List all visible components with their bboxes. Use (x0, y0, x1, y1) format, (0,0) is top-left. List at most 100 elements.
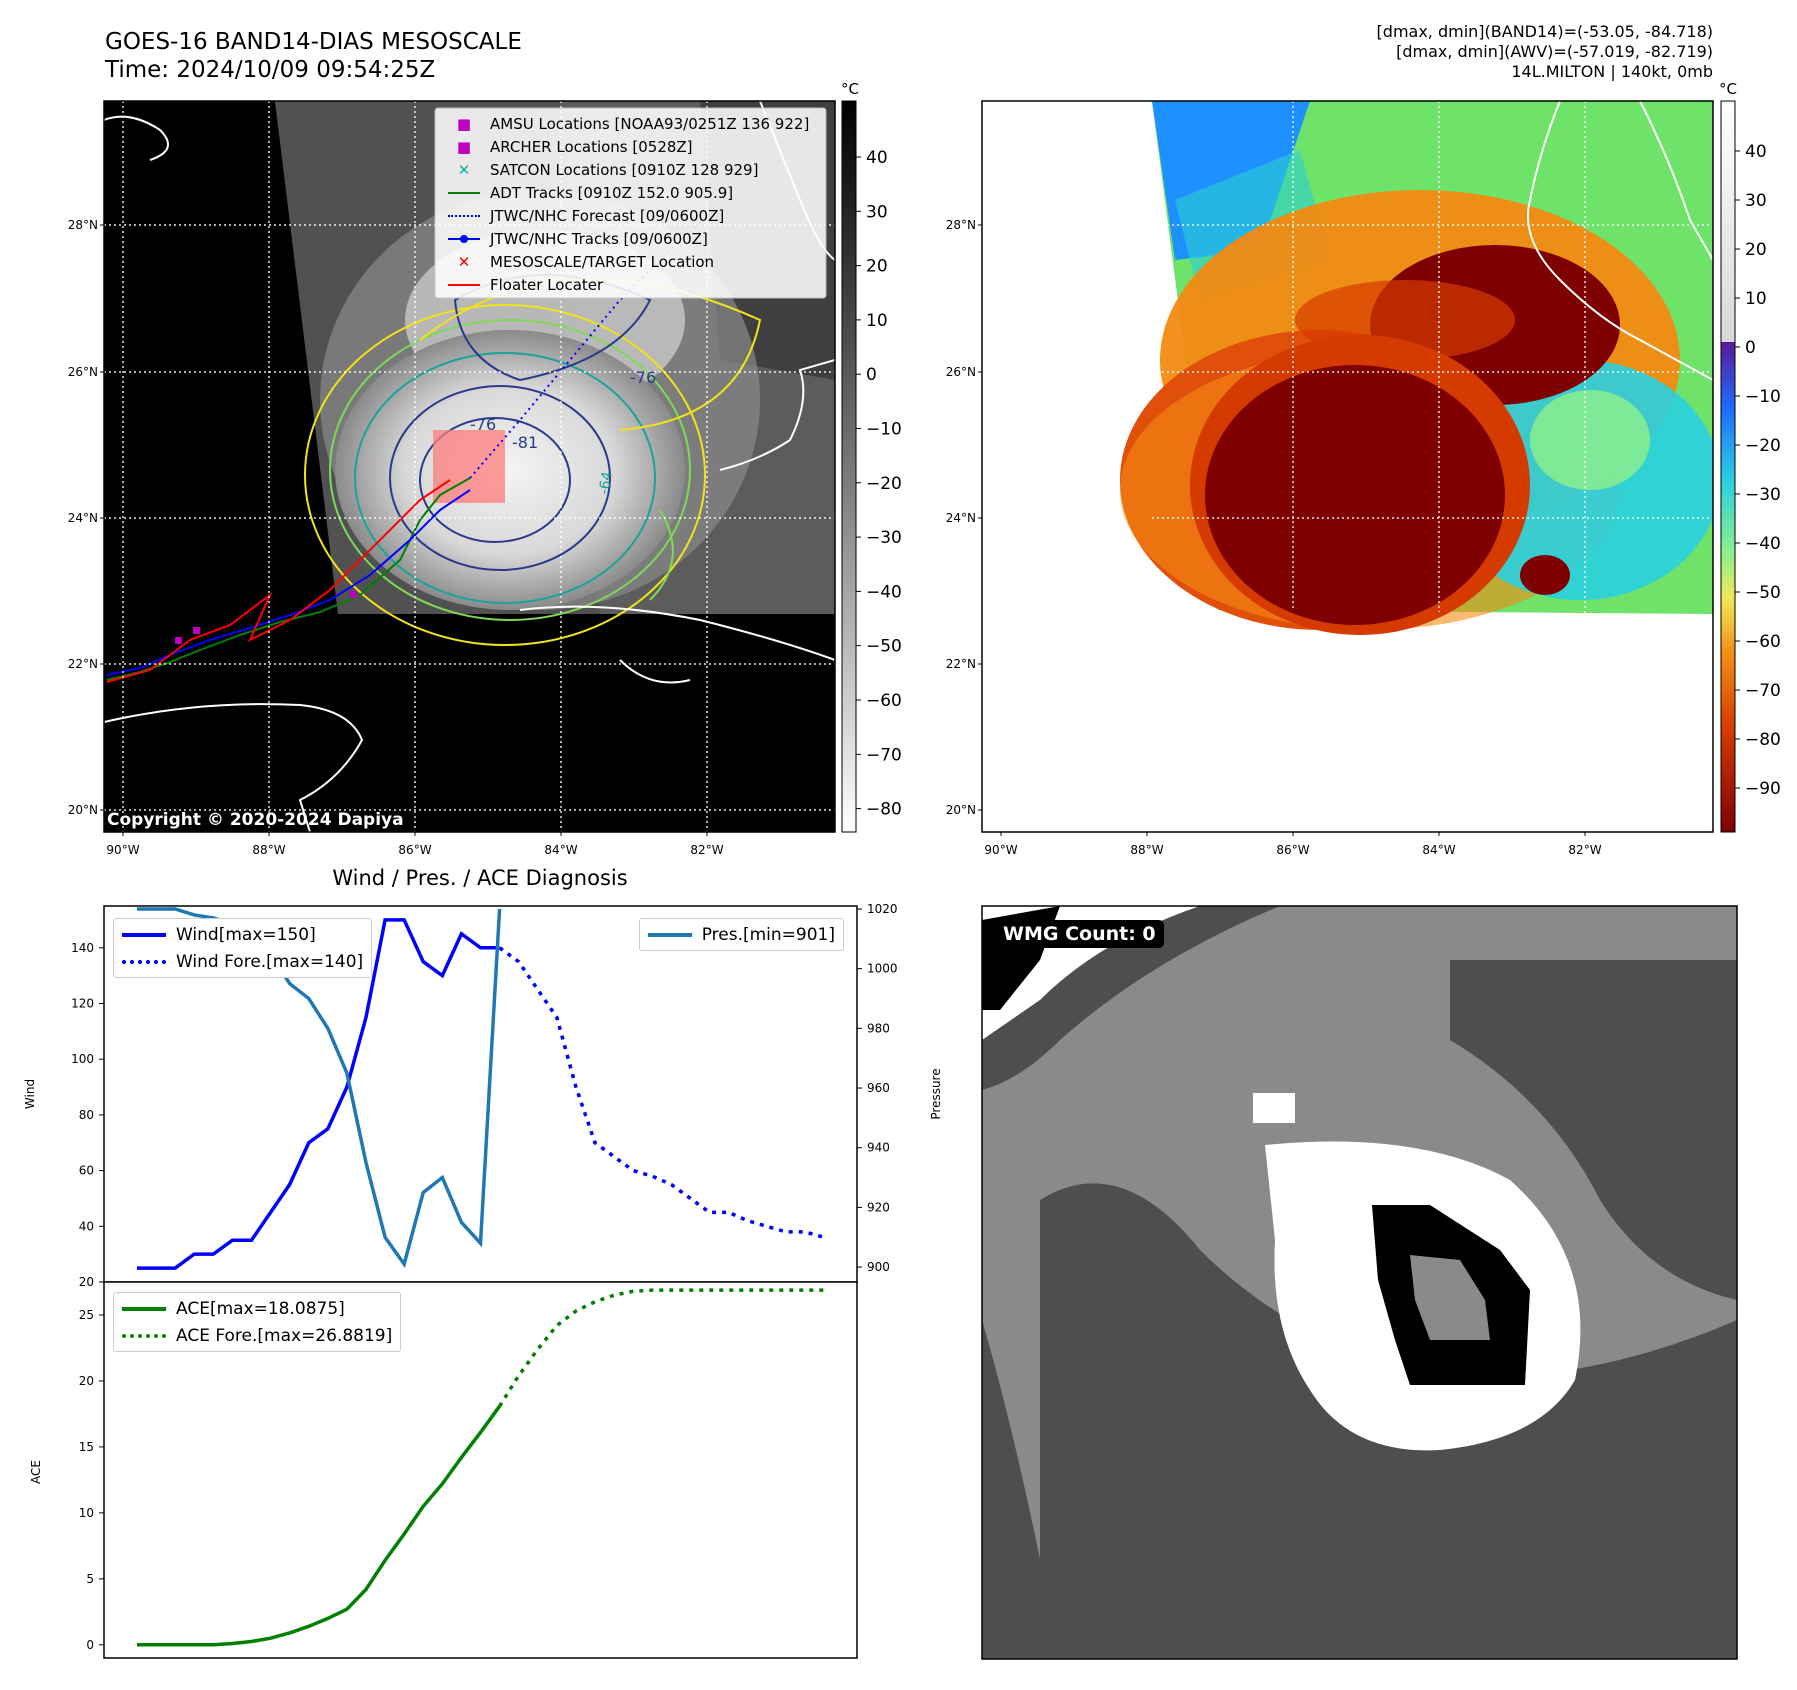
ace-series: 0 5 10 15 20 25 (79, 1288, 824, 1652)
square-marker-icon: ■ (456, 137, 472, 156)
colorbar-tick-label: −70 (1745, 681, 1781, 701)
colorbar-tick-label: −10 (1745, 387, 1781, 407)
legend-label: JTWC/NHC Tracks [09/0600Z] (490, 229, 708, 248)
chart-legend-label: Pres.[min=901] (701, 924, 835, 945)
legend-line-icon (122, 959, 166, 964)
y-tick-label: 100 (71, 1052, 94, 1066)
lat-label: 20°N (68, 803, 98, 817)
contour-label-2: -81 (512, 433, 538, 452)
legend-label: MESOSCALE/TARGET Location (490, 252, 715, 271)
y-tick-label: 120 (71, 996, 94, 1010)
contour-label-1: -76 (470, 415, 496, 434)
series-line (137, 1405, 501, 1647)
lon-label: 82°W (1568, 843, 1601, 857)
y-right-tick-label: 940 (867, 1141, 890, 1155)
legend-label: SATCON Locations [0910Z 128 929] (490, 160, 759, 179)
colorbar-tick-label: −90 (1745, 779, 1781, 799)
pressure-axis-label: Pressure (929, 1068, 943, 1119)
pressure-legend: Pres.[min=901] (638, 918, 844, 951)
lon-label: 90°W (984, 843, 1017, 857)
y-right-tick-label: 920 (867, 1200, 890, 1214)
stats-line-2: [dmax, dmin](AWV)=(-57.019, -82.719) (1396, 42, 1713, 61)
lat-label: 24°N (946, 511, 976, 525)
chart-legend-entry: ACE Fore.[max=26.8819] (122, 1322, 392, 1349)
lon-label: 86°W (398, 843, 431, 857)
line-dot-marker-icon (446, 230, 482, 248)
legend-label: AMSU Locations [NOAA93/0251Z 136 922] (490, 114, 810, 133)
colorbar-tick-label: 30 (1745, 191, 1767, 211)
awv-map-lat-labels: 28°N 26°N 24°N 22°N 20°N (946, 218, 982, 817)
colorbar-tick-label: 0 (1745, 338, 1756, 358)
colorbar-tick-label: 20 (1745, 240, 1767, 260)
y-right-tick-label: 980 (867, 1021, 890, 1035)
colorbar-tick-label: −50 (1745, 583, 1781, 603)
legend-line-icon (647, 932, 692, 937)
y-tick-label: 15 (79, 1440, 94, 1454)
legend-line-icon (122, 932, 166, 937)
legend-entry: ✕ SATCON Locations [0910Z 128 929] (446, 158, 809, 181)
lon-label: 84°W (1422, 843, 1455, 857)
series-line (498, 946, 825, 1240)
ace-axis-label: ACE (29, 1460, 43, 1484)
lon-label: 88°W (1130, 843, 1163, 857)
legend-entry: ■ AMSU Locations [NOAA93/0251Z 136 922] (446, 112, 809, 135)
colorbar-tick-label: −30 (1745, 485, 1781, 505)
awv-map-lon-labels: 90°W 88°W 86°W 84°W 82°W (984, 832, 1602, 857)
colorbar-tick-label: 40 (866, 148, 888, 168)
chart-legend-label: ACE[max=18.0875] (176, 1298, 345, 1319)
wind-axis-label: Wind (23, 1079, 37, 1109)
wmg-image (982, 906, 1737, 1659)
colorbar-tick-label: −10 (866, 420, 902, 440)
diagnosis-title: Wind / Pres. / ACE Diagnosis (332, 866, 627, 890)
chart-legend-label: Wind Fore.[max=140] (176, 951, 364, 972)
series-line (498, 1288, 824, 1408)
wmg-count-badge: WMG Count: 0 (995, 920, 1164, 948)
chart-legend-entry: Wind[max=150] (122, 921, 363, 948)
colorbar-tick-label: 20 (866, 257, 888, 277)
y-tick-label: 60 (79, 1164, 94, 1178)
y-tick-label: 0 (86, 1638, 94, 1652)
colorbar-tick-label: −60 (1745, 632, 1781, 652)
wind-pressure-series: 20 40 60 80 100 120 140 900 920 940 960 980 1000 1020 (71, 902, 897, 1289)
y-tick-label: 20 (79, 1275, 94, 1289)
ace-legend: ACE[max=18.0875] ACE Fore.[max=26.8819] (113, 1292, 402, 1352)
ir-map-lat-labels: 28°N 26°N 24°N 22°N 20°N (68, 218, 104, 817)
y-tick-label: 25 (79, 1308, 94, 1322)
lat-label: 26°N (68, 365, 98, 379)
y-tick-label: 80 (79, 1108, 94, 1122)
lat-label: 28°N (946, 218, 976, 232)
chart-legend-label: Wind[max=150] (176, 924, 316, 945)
legend-entry: JTWC/NHC Forecast [09/0600Z] (446, 204, 809, 227)
legend-label: JTWC/NHC Forecast [09/0600Z] (490, 206, 725, 225)
awv-map (982, 101, 1713, 832)
y-tick-label: 20 (79, 1374, 94, 1388)
series-line (137, 907, 502, 1269)
lat-label: 22°N (946, 657, 976, 671)
legend-label: ARCHER Locations [0528Z] (490, 137, 693, 156)
colorbar-tick-label: −40 (866, 582, 902, 602)
legend-entry: ✕ MESOSCALE/TARGET Location (446, 250, 809, 273)
colorbar-tick-label: −30 (866, 528, 902, 548)
colorbar-tick-label: 10 (866, 311, 888, 331)
lat-label: 20°N (946, 803, 976, 817)
colorbar-tick-label: −20 (1745, 436, 1781, 456)
y-right-tick-label: 1000 (867, 962, 898, 976)
legend-entry: ■ ARCHER Locations [0528Z] (446, 135, 809, 158)
legend-line-icon (122, 1306, 166, 1311)
awv-colorbar (1720, 100, 1736, 833)
line-marker-icon (446, 184, 482, 202)
contour-label-4: -64 (596, 470, 616, 495)
colorbar-tick-label: 0 (866, 365, 877, 385)
ir-colorbar-ticks: 40 30 20 10 0 −10 −20 −30 −40 −50 −60 −70 −80 (856, 148, 902, 820)
y-right-tick-label: 960 (867, 1081, 890, 1095)
lon-label: 88°W (252, 843, 285, 857)
ir-map-lon-labels: 90°W 88°W 86°W 84°W 82°W (106, 832, 724, 857)
colorbar-tick-label: −60 (866, 691, 902, 711)
colorbar-tick-label: 30 (866, 202, 888, 222)
y-tick-label: 140 (71, 941, 94, 955)
copyright-text: Copyright © 2020-2024 Dapiya (107, 810, 404, 830)
x-marker-icon: ✕ (457, 160, 471, 179)
colorbar-tick-label: 40 (1745, 142, 1767, 162)
legend-entry: JTWC/NHC Tracks [09/0600Z] (446, 227, 809, 250)
